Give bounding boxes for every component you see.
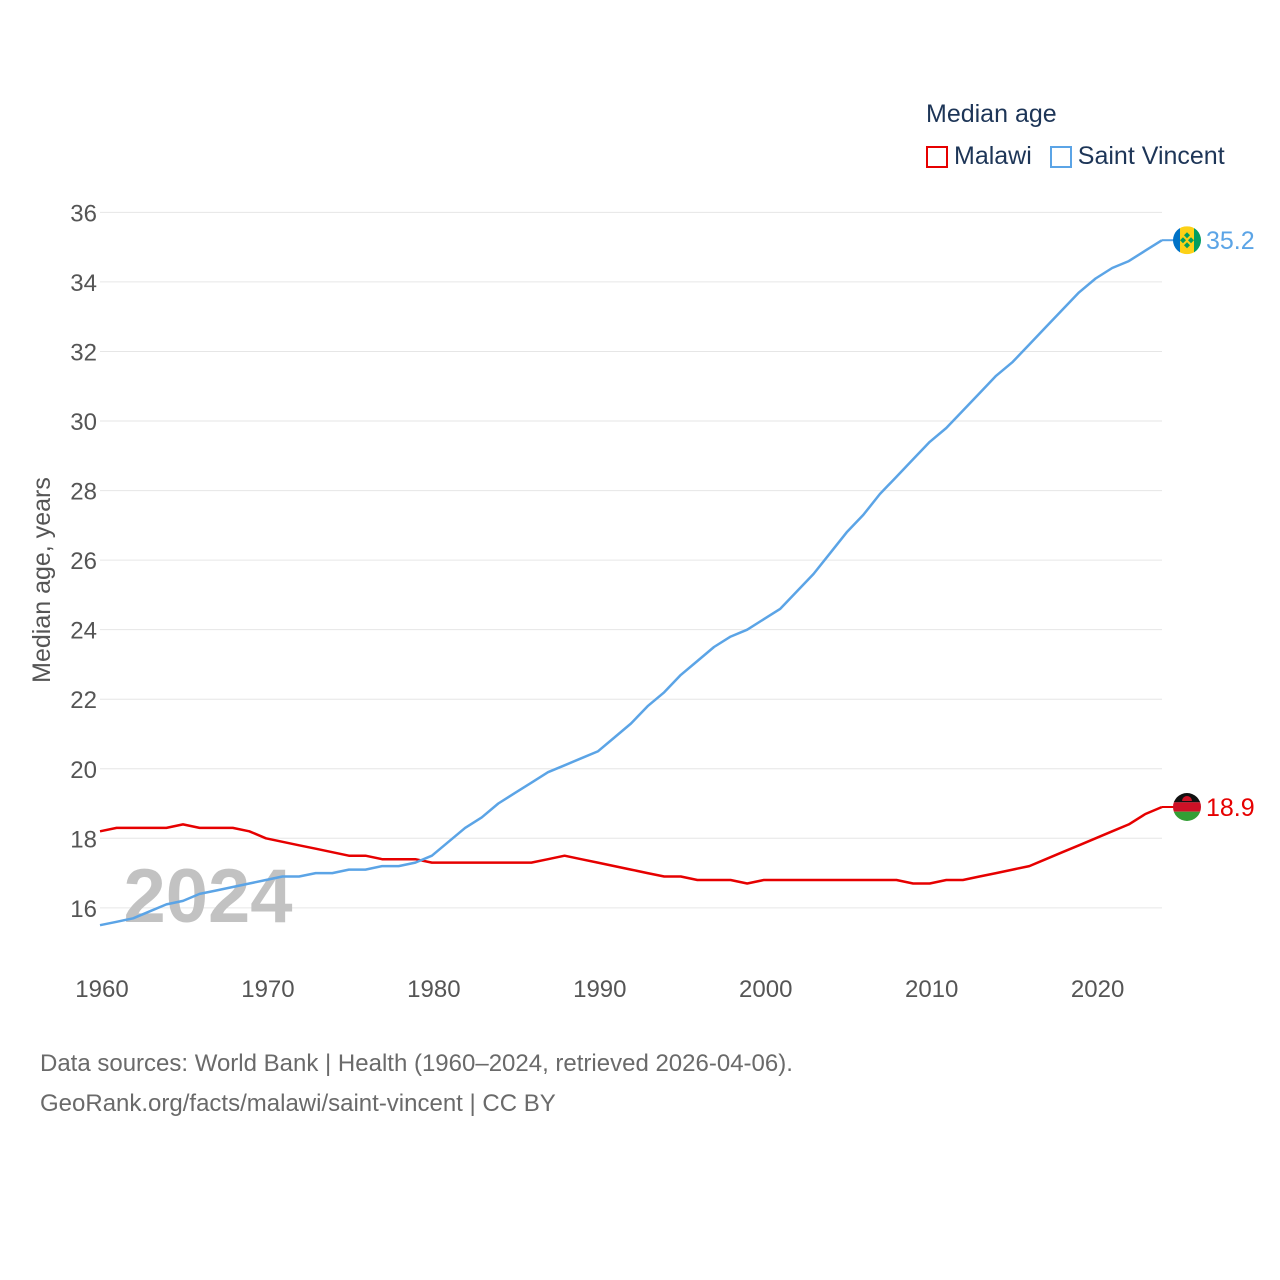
legend: Malawi Saint Vincent [926,142,1225,171]
x-axis: 1960 1970 1980 1990 2000 2010 2020 [75,976,1124,1003]
end-value-label-malawi: 18.9 [1206,794,1255,822]
legend-swatch-malawi [926,145,948,168]
x-tick-label-1970: 1970 [241,976,294,1003]
saint-vincent-flag-icon [1173,226,1201,255]
x-tick-label-2020: 2020 [1071,976,1124,1003]
y-tick-label-34: 34 [70,270,97,297]
x-tick-label-1980: 1980 [407,976,460,1003]
legend-title: Median age [926,100,1057,128]
y-tick-label-22: 22 [70,687,97,714]
legend-swatch-saint-vincent [1049,145,1072,168]
legend-item-saint-vincent[interactable]: Saint Vincent [1049,142,1225,171]
legend-label-malawi: Malawi [954,142,1032,170]
y-tick-label-28: 28 [70,479,97,506]
x-tick-label-2010: 2010 [905,976,958,1003]
y-tick-label-30: 30 [70,409,97,436]
source-note: Data sources: World Bank | Health (1960–… [40,1044,793,1124]
gridlines [100,211,1162,909]
year-watermark: 2024 [123,854,292,939]
y-tick-label-20: 20 [70,757,97,784]
series-lines [99,239,1163,927]
y-tick-label-16: 16 [70,896,97,923]
end-value-label-saint-vincent: 35.2 [1206,227,1255,255]
source-line-2[interactable]: GeoRank.org/facts/malawi/saint-vincent |… [40,1090,556,1117]
y-tick-label-24: 24 [70,618,97,645]
series-line-malawi [99,805,1163,885]
x-tick-label-1960: 1960 [75,976,128,1003]
source-line-1: Data sources: World Bank | Health (1960–… [40,1050,793,1077]
legend-label-saint-vincent: Saint Vincent [1077,142,1225,170]
y-tick-label-26: 26 [70,548,97,575]
series-end-markers: 18.9 35.2 [1162,226,1255,822]
y-tick-label-18: 18 [70,826,97,853]
x-tick-label-1990: 1990 [573,976,626,1003]
legend-item-malawi[interactable]: Malawi [926,142,1032,171]
y-tick-label-36: 36 [70,200,97,227]
y-axis: 16 18 20 22 24 26 28 30 32 34 36 [70,200,97,922]
y-tick-label-32: 32 [70,339,97,366]
series-line-saint-vincent [99,239,1163,927]
x-tick-label-2000: 2000 [739,976,792,1003]
y-axis-label: Median age, years [28,477,56,683]
malawi-flag-icon [1173,793,1201,821]
